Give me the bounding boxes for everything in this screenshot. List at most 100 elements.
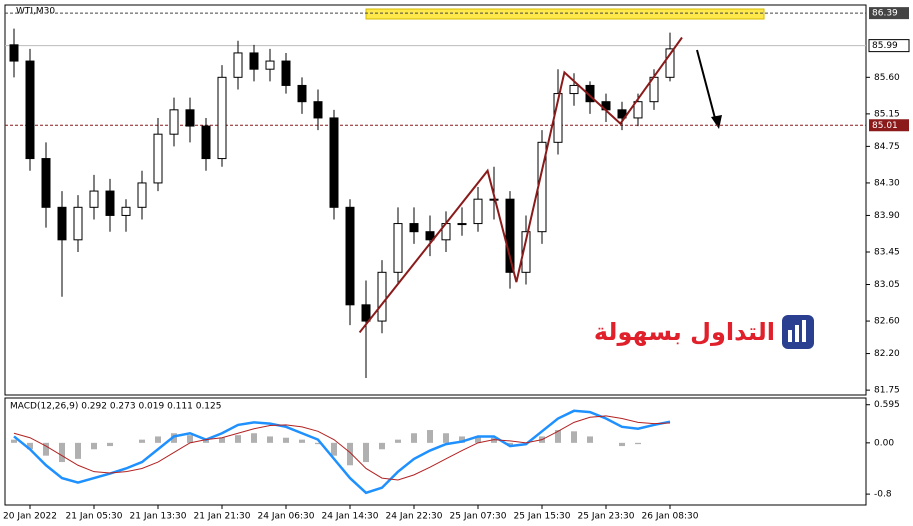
macd-bar — [27, 442, 33, 450]
x-tick-label: 21 Jan 13:30 — [130, 512, 187, 522]
candle-body — [105, 190, 115, 216]
candle-body — [89, 190, 99, 208]
macd-bar — [283, 437, 289, 443]
x-tick-label: 25 Jan 23:30 — [578, 512, 635, 522]
macd-line — [13, 409, 671, 495]
macd-bar — [203, 439, 209, 443]
y-tick-label: 85.60 — [874, 73, 900, 83]
y-tick-label: 82.60 — [874, 317, 900, 327]
highlight-zone — [365, 8, 765, 20]
macd-bar — [75, 442, 81, 459]
price-panel — [4, 4, 867, 396]
macd-bar — [43, 442, 49, 456]
macd-bar — [171, 433, 177, 443]
logo-bar — [788, 330, 792, 342]
macd-bar — [11, 439, 17, 443]
candle-body — [393, 223, 403, 273]
macd-bar — [443, 433, 449, 443]
candle-body — [169, 109, 179, 135]
macd-bar — [363, 442, 369, 463]
y-tick-label: 81.75 — [874, 386, 900, 396]
candle-body — [409, 223, 419, 233]
macd-bar — [139, 439, 145, 443]
macd-title: MACD(12,26,9) 0.292 0.273 0.019 0.111 0.… — [10, 402, 221, 412]
macd-bar — [427, 430, 433, 443]
macd-bar — [587, 436, 593, 443]
candle-body — [585, 84, 595, 103]
macd-bar — [91, 442, 97, 450]
level-box — [869, 119, 909, 132]
macd-bar — [395, 439, 401, 443]
y-tick-label: 83.90 — [874, 211, 900, 221]
macd-bar — [571, 431, 577, 443]
macd-panel — [4, 397, 867, 506]
macd-bar — [331, 442, 337, 456]
arrow-head — [711, 115, 722, 129]
candle-body — [665, 48, 675, 78]
candle-body — [249, 52, 259, 70]
candle-body — [297, 84, 307, 103]
x-tick-label: 24 Jan 06:30 — [258, 512, 315, 522]
candle-body — [233, 52, 243, 78]
candle-body — [41, 158, 51, 208]
macd-bar — [315, 442, 321, 445]
y-tick-label: 85.15 — [874, 109, 900, 119]
candle-body — [361, 304, 371, 322]
candle-body — [265, 60, 275, 70]
y-tick-label: 0.595 — [874, 400, 900, 410]
candle-body — [457, 223, 467, 226]
candle-body — [617, 109, 627, 119]
logo-bar — [795, 325, 799, 342]
x-tick-label: 26 Jan 08:30 — [642, 512, 699, 522]
watermark-text: التداول بسهولة — [594, 318, 775, 346]
candle-body — [569, 84, 579, 95]
macd-line — [13, 415, 671, 481]
x-tick-label: 25 Jan 07:30 — [450, 512, 507, 522]
level-label: 85.01 — [872, 121, 898, 131]
current-price-label: 85.99 — [872, 41, 898, 51]
y-tick-label: -0.8 — [874, 490, 892, 500]
macd-bar — [107, 442, 113, 447]
x-tick-label: 25 Jan 15:30 — [514, 512, 571, 522]
macd-bar — [507, 442, 513, 447]
level-label: 86.39 — [872, 9, 898, 19]
macd-bar — [219, 437, 225, 443]
macd-bar — [411, 433, 417, 443]
arrow — [696, 49, 717, 123]
candle-body — [633, 101, 643, 119]
macd-bar — [187, 435, 193, 443]
macd-bar — [475, 436, 481, 443]
x-tick-label: 24 Jan 22:30 — [386, 512, 443, 522]
logo: التداول بسهولة — [594, 315, 814, 349]
candle-body — [377, 271, 387, 322]
y-tick-label: 0.00 — [874, 438, 894, 448]
macd-bar — [619, 442, 625, 447]
y-tick-label: 84.75 — [874, 142, 900, 152]
x-tick-label: 24 Jan 14:30 — [322, 512, 379, 522]
candle-body — [345, 206, 355, 306]
candle-body — [281, 60, 291, 86]
candle-body — [425, 231, 435, 241]
x-tick-label: 21 Jan 21:30 — [194, 512, 251, 522]
candle-body — [329, 117, 339, 208]
macd-bar — [155, 436, 161, 443]
macd-bar — [235, 435, 241, 443]
macd-bar — [459, 436, 465, 443]
macd-bar — [555, 430, 561, 443]
macd-bar — [299, 439, 305, 443]
macd-bar — [267, 436, 273, 443]
candle-body — [73, 206, 83, 241]
logo-bar — [802, 320, 806, 342]
candle-body — [153, 133, 163, 184]
y-tick-label: 82.20 — [874, 349, 900, 359]
candle-body — [25, 60, 35, 160]
y-tick-label: 83.45 — [874, 248, 900, 258]
current-price-box — [868, 39, 910, 53]
x-tick-label: 21 Jan 05:30 — [66, 512, 123, 522]
candle-body — [521, 231, 531, 273]
macd-bar — [347, 442, 353, 466]
trendline — [358, 36, 683, 334]
candle-body — [57, 206, 67, 241]
y-tick-label: 84.30 — [874, 178, 900, 188]
candle-body — [201, 125, 211, 160]
